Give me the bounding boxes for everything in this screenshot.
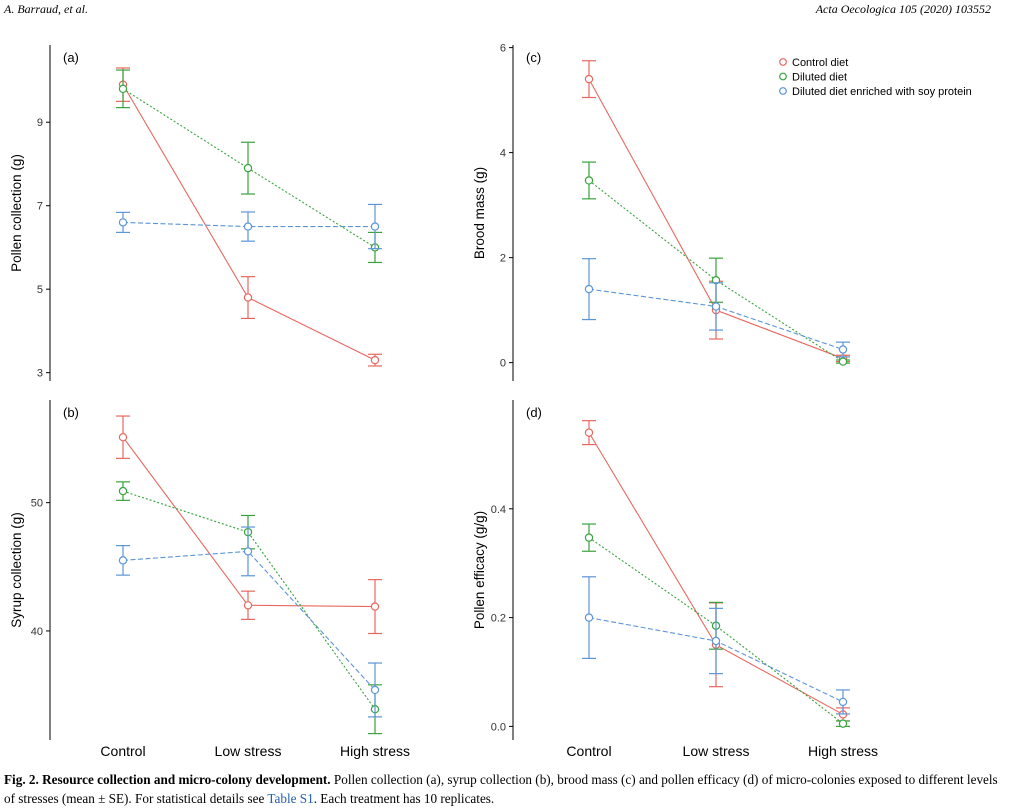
data-point [584, 428, 594, 437]
series-diluted-diet-enriched-with-soy-protein [582, 258, 850, 358]
panel-label: (d) [526, 405, 542, 420]
series-diluted-diet-enriched-with-soy-protein [116, 203, 382, 250]
y-tick-label: 7 [37, 201, 43, 213]
panel-c: 0 2 4 6 Brood mass (g) (c) [472, 43, 850, 381]
data-point [118, 486, 128, 496]
series-diluted-diet [116, 69, 382, 264]
data-point [584, 74, 594, 84]
data-point [584, 176, 594, 185]
data-point [370, 685, 380, 695]
legend-marker [779, 72, 787, 81]
y-tick-label: 40 [31, 626, 43, 638]
x-tick-label: High stress [340, 743, 410, 759]
y-tick-label: 0 [500, 358, 506, 370]
series-diluted-diet-enriched-with-soy-protein [582, 576, 850, 715]
data-point [584, 533, 594, 542]
data-point [243, 547, 253, 556]
data-point [584, 284, 594, 294]
x-tick-label: High stress [808, 743, 878, 759]
legend-label: Diluted diet enriched with soy protein [792, 86, 972, 98]
x-tick-label: Low stress [215, 743, 282, 759]
caption-text-end: . Each treatment has 10 replicates. [313, 791, 495, 806]
series-diluted-diet [582, 161, 850, 366]
series-line [122, 550, 376, 691]
data-point [711, 636, 721, 646]
data-point [711, 302, 721, 311]
series-line [122, 436, 376, 608]
caption-text: Pollen collection (a), syrup collection … [4, 772, 998, 806]
data-point [838, 345, 848, 354]
y-tick-label: 4 [500, 148, 506, 160]
data-point [118, 556, 128, 565]
series-control-diet [582, 420, 850, 722]
y-tick-label: 50 [31, 498, 43, 510]
data-point [243, 163, 253, 173]
y-tick-label: 9 [37, 117, 43, 129]
legend-label: Control diet [792, 57, 848, 69]
panel-a: 3 5 7 9 Pollen collection (g) (a) [9, 45, 382, 381]
data-point [370, 602, 380, 611]
data-point [838, 719, 848, 728]
data-point [584, 613, 594, 622]
legend: Control diet Diluted diet Diluted diet enr… [779, 57, 972, 98]
y-tick-label: 0.2 [491, 613, 506, 625]
y-axis-label: Brood mass (g) [472, 167, 487, 259]
x-tick-label: Control [100, 743, 145, 759]
series-line [588, 537, 844, 725]
legend-label: Diluted diet [792, 72, 847, 84]
data-point [243, 601, 253, 610]
data-point [118, 84, 128, 94]
data-point [370, 355, 380, 365]
x-tick-label: Low stress [683, 743, 750, 759]
legend-marker [779, 58, 787, 66]
series-line [122, 490, 376, 710]
series-line [122, 221, 375, 228]
y-tick-label: 6 [500, 43, 506, 55]
series-control-diet [116, 67, 382, 367]
legend-marker [779, 87, 787, 95]
running-header-authors: A. Barraud, et al. [4, 2, 88, 16]
series-diluted-diet-enriched-with-soy-protein [116, 526, 382, 718]
y-tick-label: 5 [37, 284, 43, 296]
data-point [118, 433, 128, 442]
y-tick-label: 2 [500, 253, 506, 265]
y-tick-label: 0.0 [491, 721, 506, 733]
caption-label: Fig. 2. Resource collection and micro-co… [4, 772, 331, 787]
data-point [243, 293, 253, 302]
y-axis-label: Pollen collection (g) [9, 154, 24, 272]
y-tick-label: 3 [37, 368, 43, 380]
data-point [118, 218, 128, 227]
figure-caption: Fig. 2. Resource collection and micro-co… [4, 770, 1004, 808]
table-s1-link[interactable]: Table S1 [267, 791, 314, 806]
y-tick-label: 0.4 [491, 504, 506, 516]
panel-d: 0.0 0.2 0.4 Pollen efficacy (g/g) (d) Control… [472, 400, 878, 759]
panel-b: 40 50 Syrup collection (g) (b) Control Low st… [9, 400, 410, 759]
data-point [838, 697, 848, 707]
panel-label: (a) [63, 50, 79, 65]
panel-label: (c) [526, 50, 541, 65]
y-axis-label: Pollen efficacy (g/g) [472, 511, 487, 629]
panel-label: (b) [63, 405, 79, 420]
data-point [370, 222, 380, 231]
data-point [243, 222, 253, 231]
series-control-diet [116, 415, 382, 635]
data-point [838, 357, 848, 366]
running-header-journal: Acta Oecologica 105 (2020) 103552 [815, 2, 991, 16]
y-axis-label: Syrup collection (g) [9, 512, 24, 628]
x-tick-label: Control [566, 743, 611, 759]
